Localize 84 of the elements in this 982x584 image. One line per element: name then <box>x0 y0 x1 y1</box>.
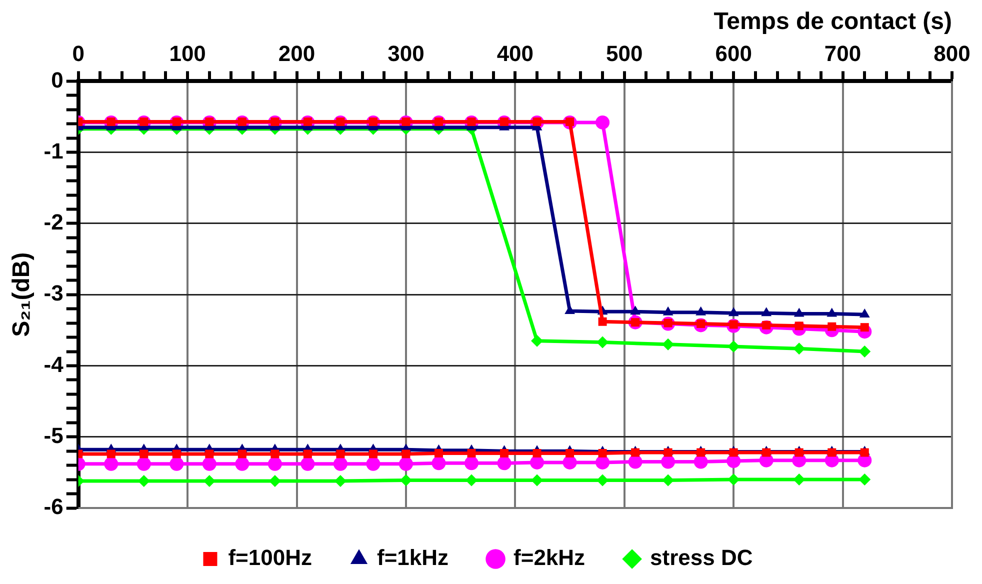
y-tick-label: 0 <box>51 67 64 92</box>
point <box>729 448 738 457</box>
point <box>238 450 246 458</box>
point <box>761 307 772 316</box>
point <box>630 306 640 315</box>
point <box>368 450 378 458</box>
x-tick-label: 500 <box>606 41 643 66</box>
point <box>566 448 574 458</box>
point <box>826 308 838 317</box>
x-tick-label: 200 <box>278 41 316 66</box>
point <box>793 342 806 355</box>
y-tick-label: -6 <box>44 494 64 520</box>
point <box>596 115 610 130</box>
point <box>860 323 869 332</box>
point <box>858 346 871 358</box>
point <box>497 456 512 470</box>
x-tick-label: 600 <box>715 41 752 66</box>
point <box>531 334 544 347</box>
point <box>728 307 739 316</box>
point <box>628 454 642 469</box>
point <box>270 450 280 458</box>
point <box>268 456 282 471</box>
x-tick-label: 300 <box>388 41 424 66</box>
point <box>104 456 118 471</box>
point <box>696 448 706 457</box>
point <box>828 448 836 457</box>
point <box>366 456 380 471</box>
point <box>662 474 674 486</box>
point <box>564 304 575 314</box>
point <box>858 474 871 486</box>
point <box>859 308 870 318</box>
point <box>336 450 345 458</box>
point <box>106 450 116 458</box>
point <box>136 456 151 471</box>
point <box>467 448 476 458</box>
y-tick-label: -3 <box>44 280 64 306</box>
point <box>402 450 410 458</box>
y-tick-label: -5 <box>44 422 64 448</box>
point <box>662 306 674 316</box>
legend-label: stress DC <box>650 545 753 570</box>
point <box>631 448 640 457</box>
point <box>172 450 181 458</box>
point <box>333 456 348 471</box>
point <box>794 448 804 457</box>
legend-label: f=2kHz <box>514 545 586 570</box>
point <box>696 306 706 316</box>
x-tick-label: 700 <box>824 41 862 66</box>
point <box>202 456 216 471</box>
point <box>598 317 607 326</box>
point <box>860 448 869 457</box>
x-tick-label: 0 <box>72 41 84 66</box>
y-tick-label: -4 <box>44 352 64 377</box>
point <box>235 456 250 471</box>
point <box>398 456 413 471</box>
point <box>434 448 443 458</box>
point <box>500 448 509 458</box>
point <box>562 455 577 470</box>
y-tick-label: -2 <box>44 210 64 235</box>
point <box>664 448 672 457</box>
point <box>596 455 610 470</box>
x-tick-label: 100 <box>169 41 206 66</box>
point <box>661 454 676 469</box>
point <box>303 450 312 458</box>
point <box>762 448 771 457</box>
point <box>140 450 148 458</box>
point <box>432 456 446 470</box>
y-tick-label: -1 <box>44 138 64 164</box>
point <box>466 474 478 486</box>
y-axis-title: S₂₁(dB) <box>8 252 36 337</box>
point <box>205 450 214 458</box>
point <box>662 338 674 350</box>
legend-label: f=100Hz <box>228 545 312 570</box>
legend-label: f=1kHz <box>376 545 449 570</box>
x-tick-label: 800 <box>934 41 970 66</box>
point <box>794 308 804 317</box>
point <box>596 336 609 348</box>
point <box>464 456 478 470</box>
point <box>300 456 315 471</box>
x-tick-label: 400 <box>496 41 534 66</box>
x-axis-title: Temps de contact (s) <box>714 8 952 36</box>
point <box>530 455 544 470</box>
point <box>598 448 607 458</box>
point <box>170 456 184 471</box>
point <box>532 448 542 458</box>
